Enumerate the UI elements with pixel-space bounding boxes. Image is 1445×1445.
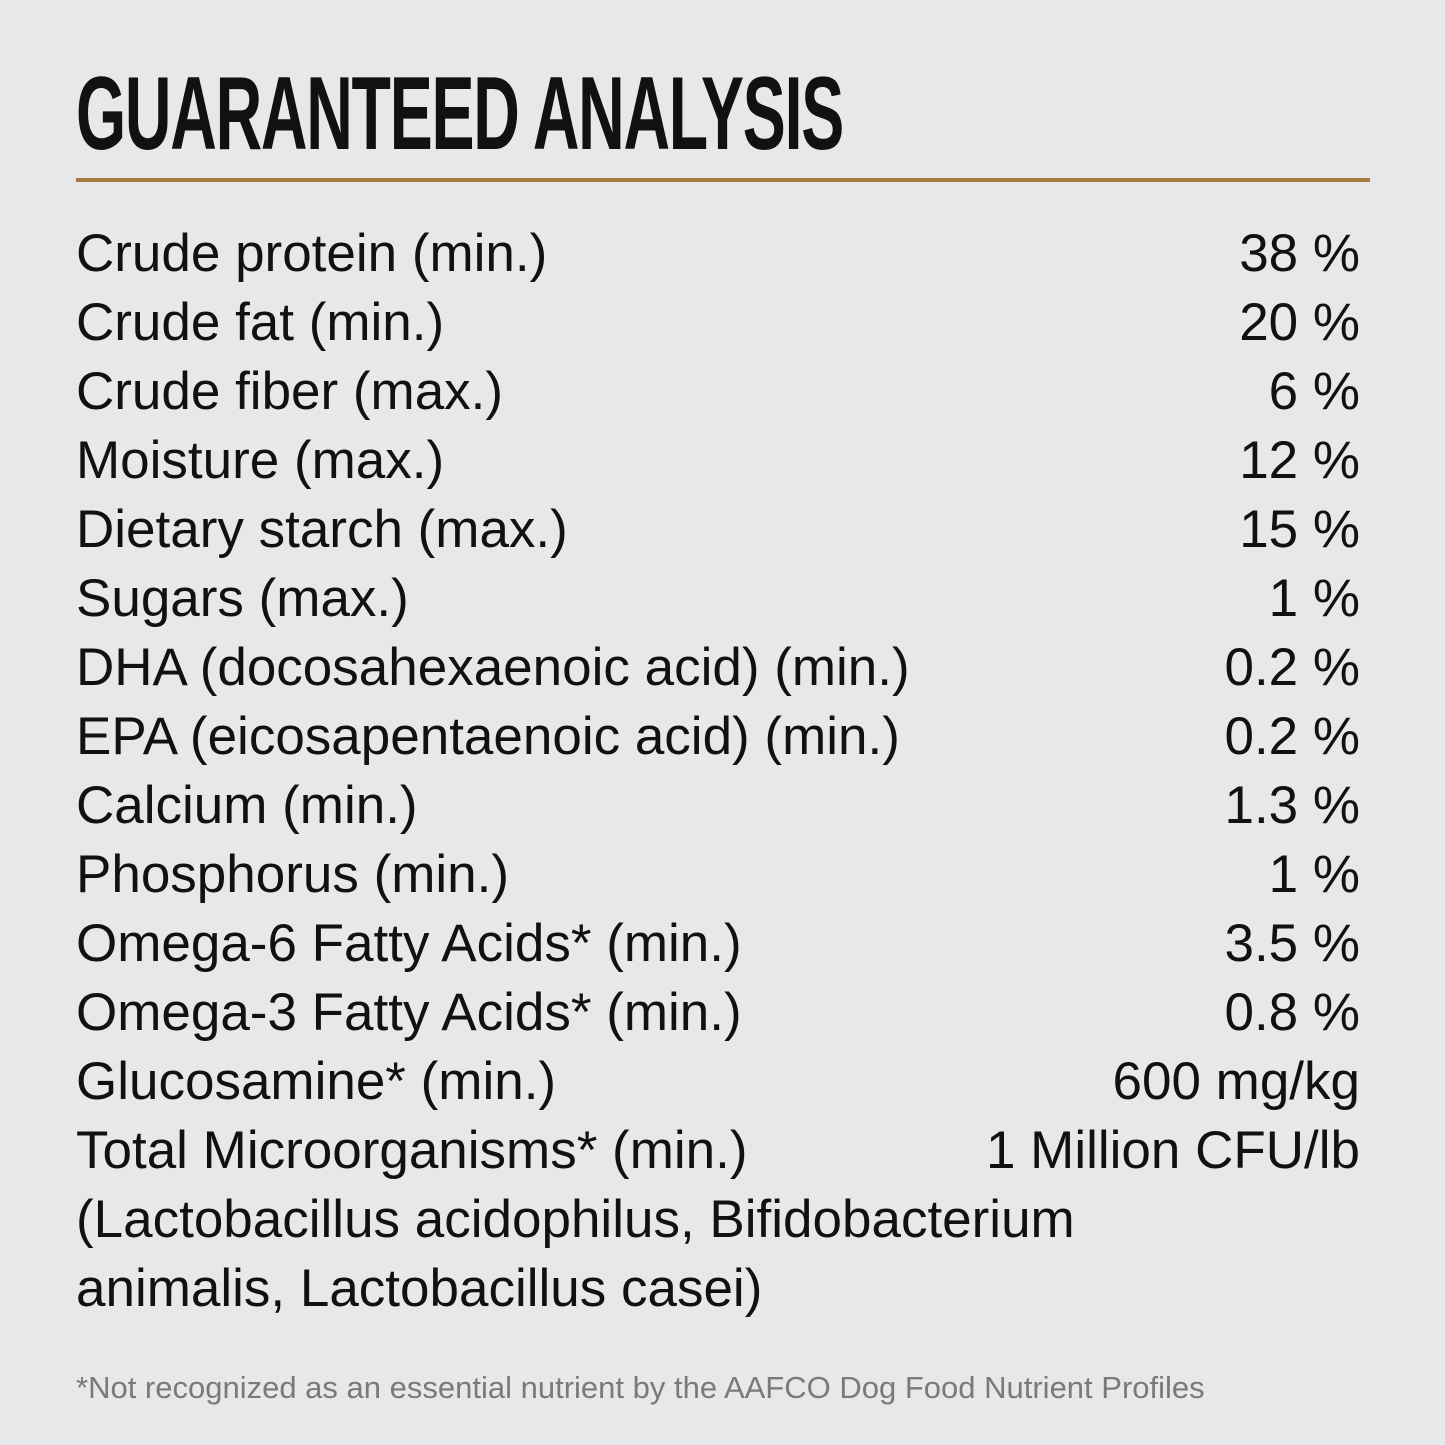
row-value: 0.2 % [1224, 707, 1360, 766]
row-value: 38 % [1239, 224, 1360, 283]
row-value: 6 % [1268, 362, 1360, 421]
row-value: 1 % [1268, 845, 1360, 904]
divider [76, 178, 1370, 182]
row-label: Crude fiber (max.) [76, 362, 504, 421]
row-label: Total Microorganisms* (min.) [76, 1121, 748, 1180]
row-value: 1 % [1268, 569, 1360, 628]
row-label: EPA (eicosapentaenoic acid) (min.) [76, 707, 900, 766]
row-label: Moisture (max.) [76, 431, 445, 490]
row-label: Calcium (min.) [76, 776, 418, 835]
row-label: Omega-6 Fatty Acids* (min.) [76, 914, 742, 973]
row-label: Omega-3 Fatty Acids* (min.) [76, 983, 742, 1042]
row-label: Phosphorus (min.) [76, 845, 510, 904]
row-value: 1.3 % [1224, 776, 1360, 835]
row-detail: animalis, Lactobacillus casei) [76, 1259, 763, 1318]
row-value: 20 % [1239, 293, 1360, 352]
row-value: 12 % [1239, 431, 1360, 490]
row-label: Crude fat (min.) [76, 293, 445, 352]
row-label: Sugars (max.) [76, 569, 409, 628]
row-value: 600 mg/kg [1112, 1052, 1360, 1111]
row-label: Dietary starch (max.) [76, 500, 568, 559]
footnote: *Not recognized as an essential nutrient… [76, 1370, 1205, 1405]
row-detail: (Lactobacillus acidophilus, Bifidobacter… [76, 1190, 1075, 1249]
row-label: Glucosamine* (min.) [76, 1052, 557, 1111]
row-value: 0.2 % [1224, 638, 1360, 697]
row-label: Crude protein (min.) [76, 224, 548, 283]
row-label: DHA (docosahexaenoic acid) (min.) [76, 638, 910, 697]
row-value: 3.5 % [1224, 914, 1360, 973]
row-value: 0.8 % [1224, 983, 1360, 1042]
row-value: 15 % [1239, 500, 1360, 559]
row-value: 1 Million CFU/lb [985, 1121, 1360, 1180]
title: GUARANTEED ANALYSIS [76, 56, 844, 172]
